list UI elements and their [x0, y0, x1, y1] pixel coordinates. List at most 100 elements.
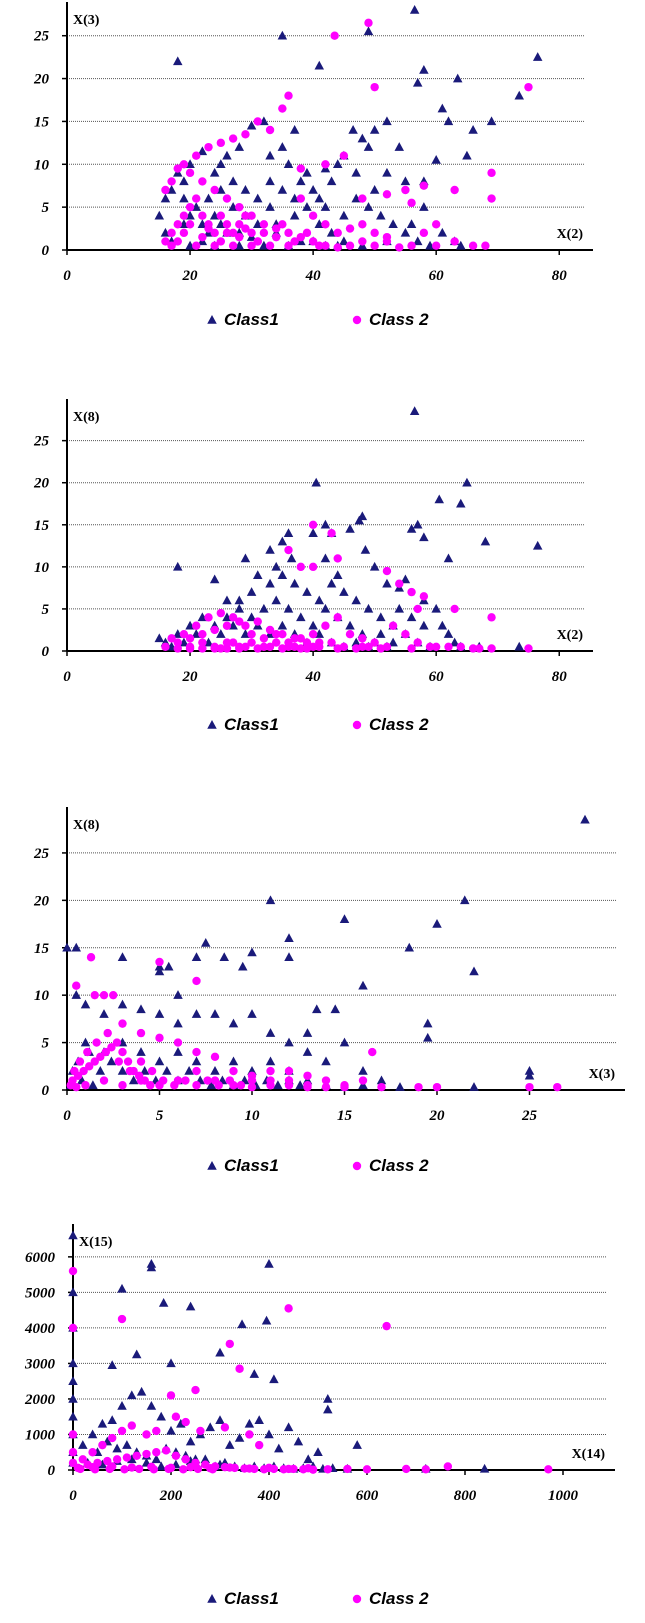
class1-point: [128, 1075, 139, 1085]
class2-point: [377, 1082, 386, 1092]
class1-point: [173, 1047, 183, 1056]
x-tick-label: 10: [245, 1108, 261, 1124]
class2-point: [289, 1464, 298, 1474]
legend-class1-marker: [207, 1161, 217, 1170]
class2-point: [370, 82, 379, 92]
class2-point: [179, 228, 189, 238]
class1-point: [107, 1360, 117, 1369]
class2-point: [196, 1426, 205, 1436]
class2-point: [103, 1456, 112, 1466]
class2-point: [284, 91, 293, 100]
class1-point: [97, 1418, 108, 1428]
class2-point: [225, 1339, 234, 1349]
class2-point: [321, 621, 330, 630]
class1-point: [394, 603, 405, 613]
y-tick-label: 25: [33, 434, 50, 450]
class2-point: [127, 1421, 136, 1430]
class2-point: [167, 241, 176, 250]
class1-point: [277, 185, 288, 194]
class1-point: [158, 1298, 169, 1307]
class2-point: [161, 237, 170, 246]
class2-point: [120, 1465, 129, 1474]
class1-point: [259, 603, 269, 613]
class2-point: [185, 168, 195, 178]
class2-point: [152, 1448, 161, 1457]
class1-point: [265, 176, 275, 186]
class1-point: [320, 202, 331, 211]
legend-class1-label: Class1: [224, 1589, 279, 1608]
class1-point: [376, 612, 386, 622]
class2-point: [149, 1465, 159, 1474]
class2-point: [228, 228, 238, 238]
class1-point: [284, 1037, 294, 1047]
class1-point: [382, 578, 392, 588]
class2-point: [167, 177, 176, 186]
class1-point: [154, 1056, 165, 1066]
class2-point: [358, 1076, 368, 1085]
class1-point: [314, 60, 325, 70]
class2-point: [362, 1465, 372, 1474]
class2-point: [259, 634, 269, 643]
class2-point: [125, 1066, 135, 1076]
class2-point: [88, 1448, 97, 1457]
class2-point: [407, 587, 416, 597]
class2-point: [339, 642, 349, 651]
class1-point: [532, 540, 543, 550]
class1-point: [117, 1066, 128, 1075]
legend-class1-label: Class1: [224, 1156, 279, 1175]
class2-point: [193, 1464, 203, 1474]
class1-point: [314, 193, 325, 203]
class2-point: [198, 232, 207, 242]
class2-point: [327, 529, 336, 538]
legend-class2-marker: [352, 1594, 362, 1604]
class1-point: [406, 524, 417, 533]
class2-point: [107, 1043, 116, 1052]
x-tick-label: 0: [69, 1488, 77, 1504]
class1-point: [443, 553, 454, 563]
class1-point: [240, 553, 251, 563]
class2-point: [425, 642, 435, 651]
x-tick-label: 60: [429, 669, 445, 685]
x-tick-label: 15: [337, 1108, 353, 1124]
class1-point: [265, 202, 275, 211]
class1-point: [409, 5, 420, 14]
class2-point: [179, 160, 189, 169]
class1-point: [400, 176, 411, 186]
class2-point: [198, 644, 207, 653]
class2-point: [146, 1081, 155, 1090]
class1-point: [302, 167, 312, 177]
class2-point: [198, 629, 207, 639]
class2-point: [321, 1076, 331, 1085]
class1-point: [351, 595, 361, 605]
class1-point: [201, 938, 211, 947]
legend-class2-marker: [352, 720, 362, 730]
class1-point: [283, 528, 294, 537]
class2-point: [181, 1417, 190, 1427]
class1-point: [265, 1028, 276, 1037]
class2-point: [152, 1426, 161, 1436]
class2-point: [368, 1047, 377, 1057]
y-tick-label: 3000: [24, 1356, 56, 1372]
class2-point: [98, 1440, 107, 1450]
class1-point: [431, 603, 441, 613]
x-tick-label: 800: [454, 1488, 477, 1504]
class2-point: [173, 164, 182, 173]
class1-point: [216, 629, 226, 638]
class1-point: [323, 1393, 333, 1403]
x-tick-label: 80: [552, 268, 568, 284]
class2-point: [70, 1066, 79, 1076]
class1-point: [358, 1066, 368, 1075]
legend-class2-marker: [352, 315, 362, 325]
class1-point: [326, 176, 337, 186]
class2-point: [222, 220, 232, 229]
class2-point: [407, 198, 416, 208]
class1-point: [363, 202, 374, 211]
class2-point: [78, 1455, 88, 1464]
class2-point: [340, 1082, 349, 1092]
class2-point: [166, 1391, 176, 1400]
class1-point: [185, 1301, 196, 1311]
class1-point: [432, 919, 442, 928]
x-tick-label: 25: [521, 1108, 538, 1124]
class1-point: [154, 966, 165, 976]
class2-point: [358, 220, 367, 229]
